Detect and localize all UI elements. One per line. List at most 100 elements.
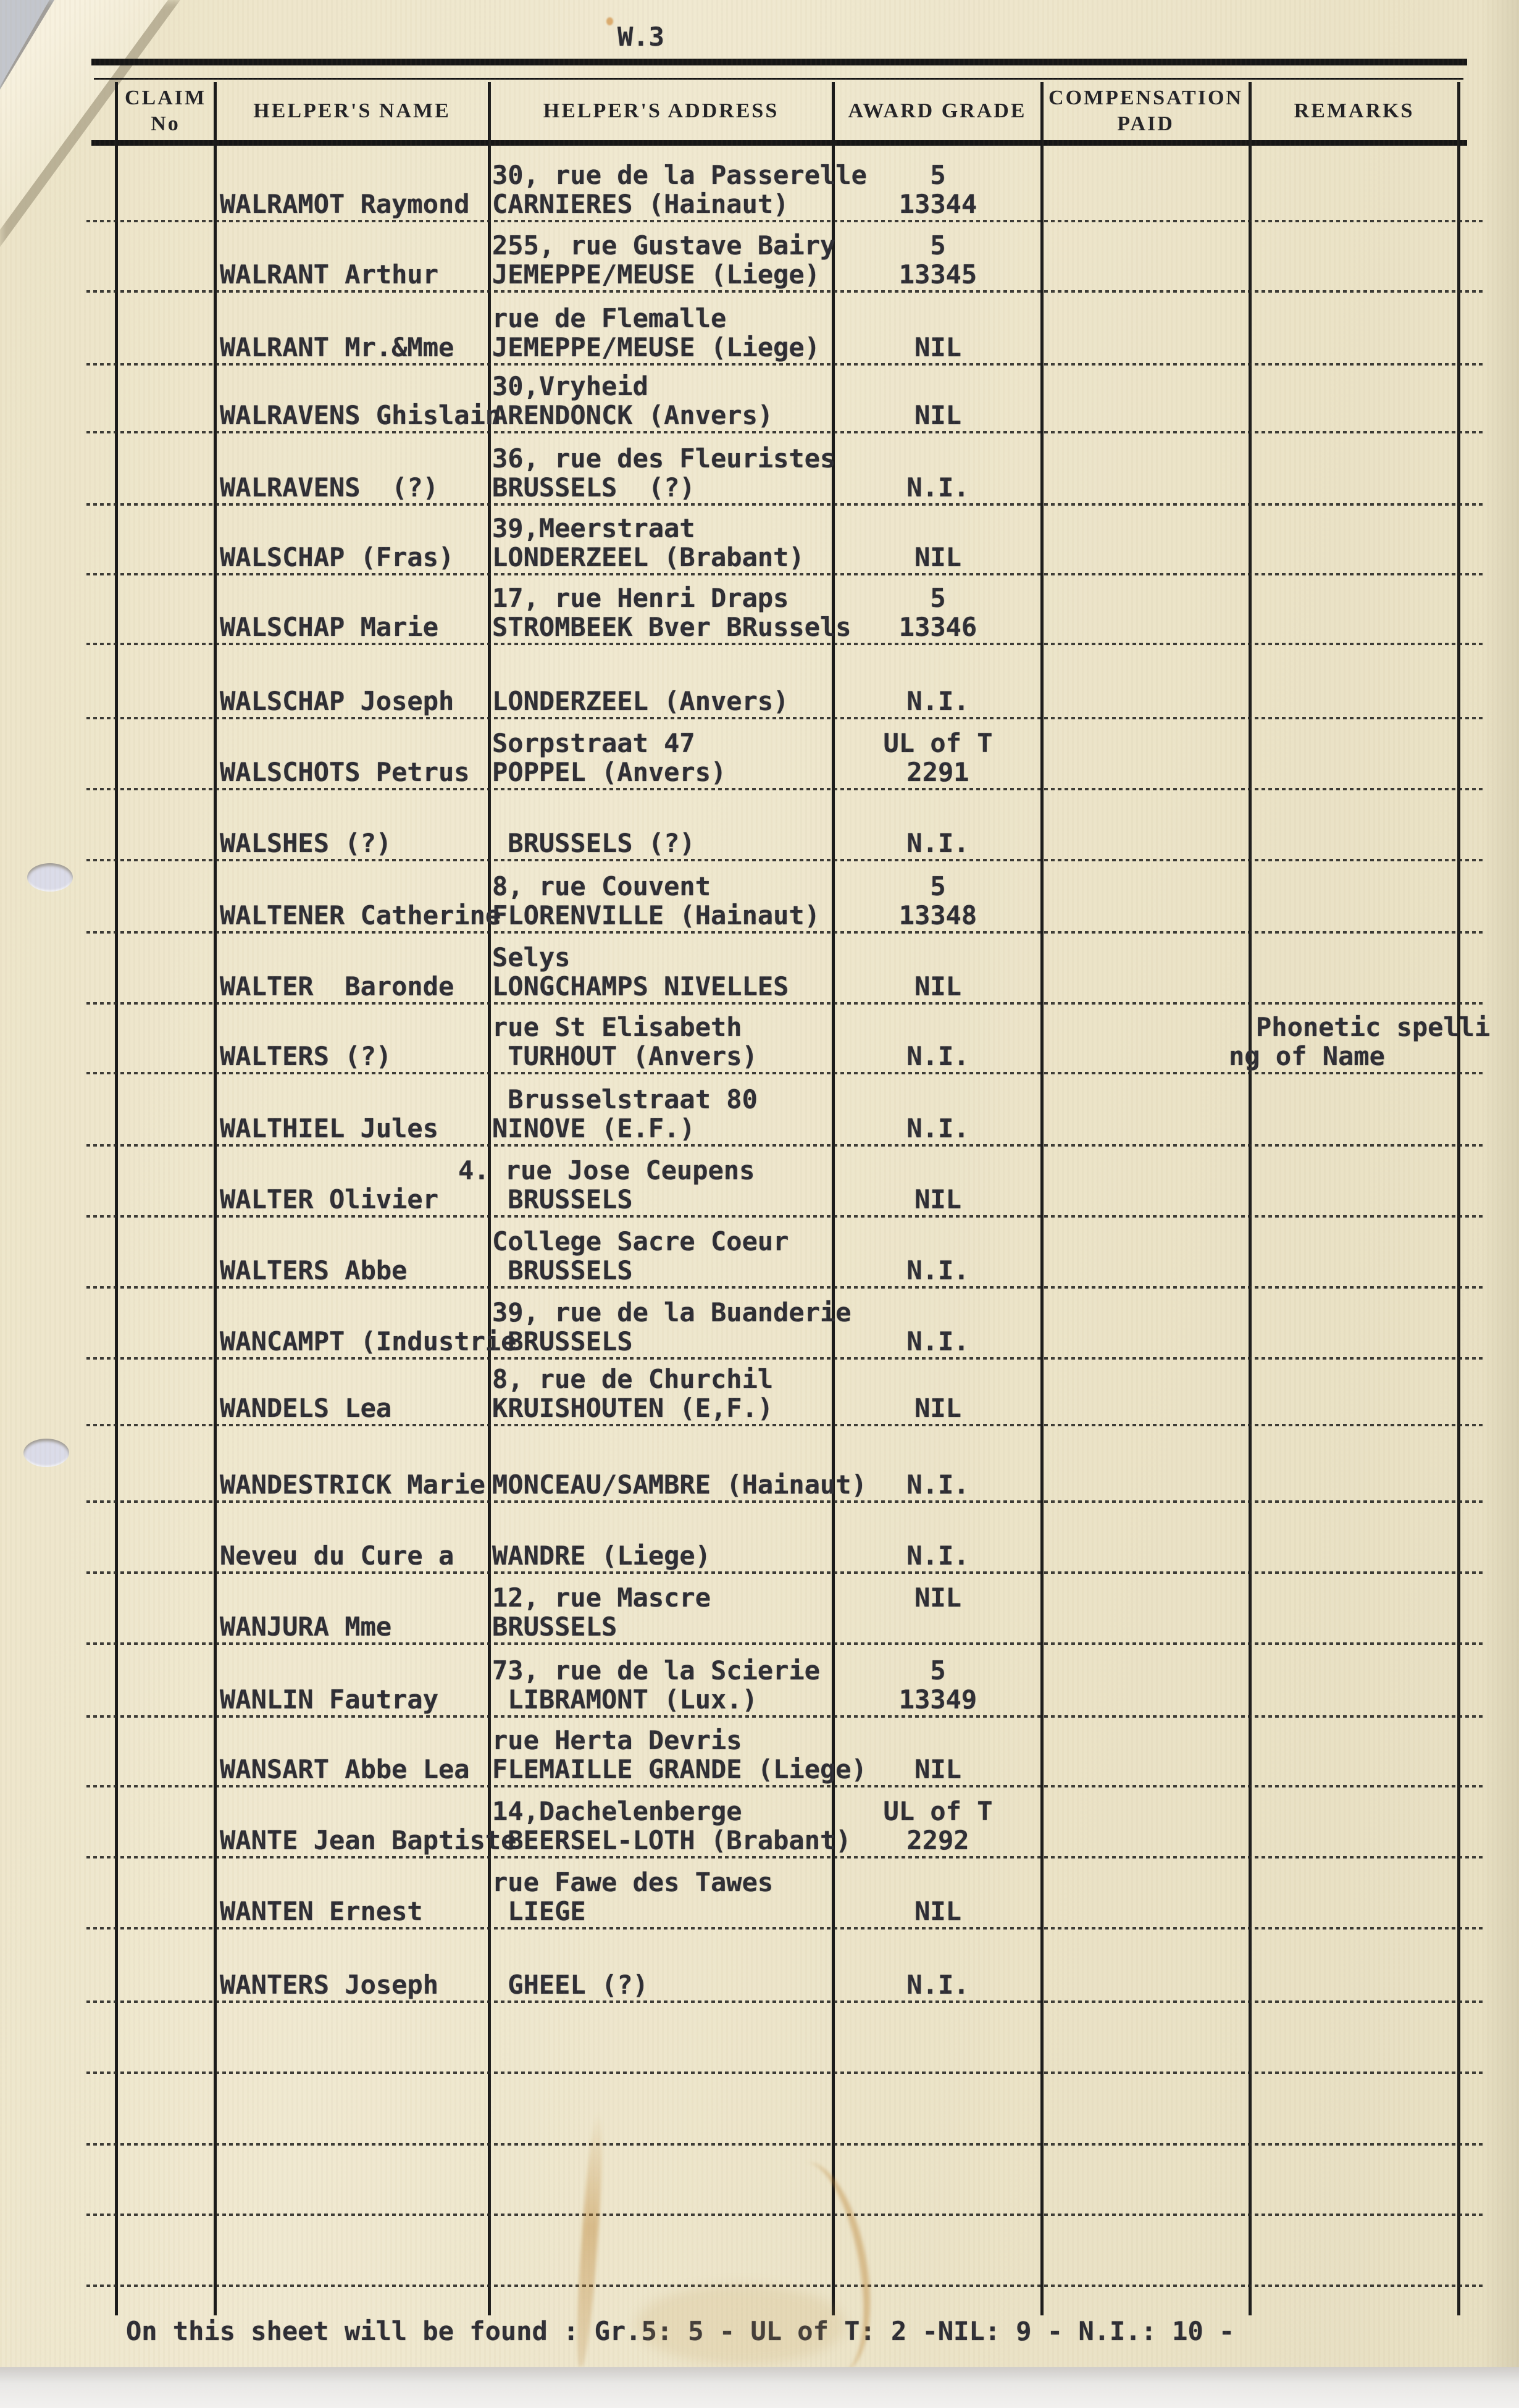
row-separator-dotted-line	[86, 1002, 1483, 1005]
award-grade-cell: N.I.	[835, 1970, 1040, 1999]
table-row: WALTERS Abbe College Sacre Coeur BRUSSELS…	[0, 1216, 1519, 1287]
helper-address-line: LONDERZEEL (Brabant)	[492, 542, 805, 572]
helper-name-cell: WALSCHOTS Petrus	[220, 758, 492, 787]
helper-address-line: 30,Vryheid	[492, 371, 648, 401]
helper-name: WALRAVENS Ghislain	[220, 400, 501, 430]
table-row: WANTE Jean Baptiste 14,Dachelenberge BEER…	[0, 1786, 1519, 1857]
remarks-line: Phonetic spelli	[1256, 1012, 1491, 1042]
award-grade-cell: 5 13346	[835, 583, 1040, 642]
helper-address-line: LONDERZEEL (Anvers)	[492, 686, 789, 716]
row-separator-dotted-line	[86, 2143, 1483, 2146]
award-grade: NIL	[914, 971, 961, 1001]
table-vertical-rule	[115, 82, 118, 2315]
row-separator-dotted-line	[86, 931, 1483, 934]
helper-address-line: Sorpstraat 47	[492, 728, 695, 758]
helper-address-line: BRUSSELS	[492, 1326, 633, 1357]
award-grade: NIL	[914, 1393, 961, 1423]
award-grade: 13349	[898, 1684, 977, 1715]
table-vertical-rule	[832, 82, 835, 2315]
award-grade-cell: NIL	[835, 972, 1040, 1001]
scanner-background-bottom	[0, 2367, 1519, 2408]
column-header-text: PAID	[1117, 112, 1174, 135]
helper-name: WALRAMOT Raymond	[220, 189, 470, 219]
helper-name: Neveu du Cure a	[220, 1541, 454, 1571]
helper-name-cell: WANDESTRICK Marie	[220, 1470, 492, 1499]
award-grade: 13346	[898, 612, 977, 642]
helper-address-line: BRUSSELS (?)	[492, 828, 695, 858]
column-header-text: REMARKS	[1294, 99, 1415, 122]
award-grade-cell: NIL	[835, 401, 1040, 430]
row-separator-dotted-line	[86, 1357, 1483, 1360]
helper-address-line: College Sacre Coeur	[492, 1226, 789, 1256]
table-top-rule	[91, 59, 1467, 65]
award-grade: 5	[930, 583, 946, 613]
helper-address-line: 8, rue de Churchil	[492, 1364, 774, 1394]
helper-name-cell: WALRANT Arthur	[220, 260, 492, 289]
award-grade: UL of T	[883, 1796, 993, 1826]
helper-name-cell: WALTENER Catherine	[220, 901, 501, 930]
award-grade-cell: N.I.	[835, 1114, 1040, 1143]
row-separator-dotted-line	[86, 363, 1483, 366]
column-header-text: AWARD GRADE	[848, 99, 1027, 122]
helper-address-line: 39,Meerstraat	[492, 513, 695, 543]
helper-address-line: NINOVE (E.F.)	[492, 1113, 695, 1143]
helper-address-cell: BRUSSELS (?)	[492, 829, 835, 858]
table-row: WALSCHAP Joseph LONDERZEEL (Anvers) N.I.	[0, 644, 1519, 718]
table-row: WALRAMOT Raymond 30, rue de la Passerelle…	[0, 148, 1519, 221]
table-row: WANDESTRICK Marie MONCEAU/SAMBRE (Hainaut…	[0, 1425, 1519, 1502]
table-row: WALRANT Mr.&Mme rue de Flemalle JEMEPPE/ME…	[0, 291, 1519, 364]
helper-name-cell: WALSCHAP (Fras)	[220, 543, 492, 572]
helper-name: WANTEN Ernest	[220, 1896, 423, 1926]
helper-name-cell: WALSHES (?)	[220, 829, 492, 858]
helper-name: WANDELS Lea	[220, 1393, 392, 1423]
table-row: WALSCHOTS Petrus Sorpstraat 47 POPPEL (Anv…	[0, 718, 1519, 789]
helper-name-cell: WALTER Olivier	[220, 1185, 492, 1214]
helper-name: WALSHES (?)	[220, 828, 392, 858]
helper-name-cell: WANSART Abbe Lea	[220, 1755, 492, 1784]
column-header-text: HELPER'S ADDRESS	[543, 99, 779, 122]
helper-address-line: BRUSSELS	[492, 1255, 633, 1286]
award-grade-cell: NIL	[835, 1897, 1040, 1926]
helper-address-line: BRUSSELS	[492, 1184, 633, 1214]
award-grade: N.I.	[906, 686, 969, 716]
row-separator-dotted-line	[86, 1286, 1483, 1289]
award-grade-cell: NIL	[835, 1185, 1040, 1214]
helper-name: WALTER Baronde	[220, 971, 454, 1001]
helper-address-line: CARNIERES (Hainaut)	[492, 189, 789, 219]
row-separator-dotted-line	[86, 2285, 1483, 2287]
helper-name: WALRANT Mr.&Mme	[220, 332, 454, 362]
table-row: WALTENER Catherine 8, rue Couvent FLORENVI…	[0, 860, 1519, 932]
helper-address-cell: 14,Dachelenberge BEERSEL-LOTH (Brabant)	[492, 1796, 852, 1855]
table-row: WALRAVENS (?) 36, rue des Fleuristes BRUSS…	[0, 432, 1519, 504]
helper-name-cell: WANDELS Lea	[220, 1394, 492, 1423]
page-number: W.3	[617, 22, 664, 52]
row-separator-dotted-line	[86, 503, 1483, 506]
table-row: WALTER Olivier 4. rue Jose Ceupens BRUSSE…	[0, 1145, 1519, 1216]
summary-line: On this sheet will be found : Gr.5: 5 - …	[126, 2316, 1235, 2346]
helper-name: WALTERS Abbe	[220, 1255, 408, 1286]
award-grade: NIL	[914, 1582, 961, 1613]
helper-address-line: rue Fawe des Tawes	[492, 1867, 774, 1897]
award-grade: 13348	[898, 900, 977, 930]
award-grade: NIL	[914, 1184, 961, 1214]
table-row: WALSCHAP Marie 17, rue Henri Draps STROMBE…	[0, 574, 1519, 644]
helper-name: WALTER Olivier	[220, 1184, 439, 1214]
helper-address-cell: Selys LONGCHAMPS NIVELLES	[492, 943, 835, 1001]
helper-name-cell: WALTHIEL Jules	[220, 1114, 492, 1143]
award-grade-cell: 5 13349	[835, 1656, 1040, 1714]
table-vertical-rule	[488, 82, 491, 2315]
row-separator-dotted-line	[86, 1785, 1483, 1787]
award-grade: N.I.	[906, 1255, 969, 1286]
award-grade: N.I.	[906, 1041, 969, 1071]
award-grade-cell: UL of T 2292	[835, 1797, 1040, 1855]
helper-address-cell: WANDRE (Liege)	[492, 1541, 835, 1570]
punch-hole-bottom	[23, 1439, 69, 1467]
award-grade-cell: 5 13345	[835, 231, 1040, 289]
helper-address-line: 14,Dachelenberge	[492, 1796, 742, 1826]
helper-name: WALRAVENS (?)	[220, 472, 439, 503]
helper-address-cell: MONCEAU/SAMBRE (Hainaut)	[492, 1470, 867, 1499]
helper-address-line: FLEMAILLE GRANDE (Liege)	[492, 1754, 867, 1784]
column-header-text: No	[151, 112, 180, 135]
helper-name: WANLIN Fautray	[220, 1684, 439, 1715]
helper-address-cell: 4. rue Jose Ceupens BRUSSELS	[458, 1156, 835, 1214]
